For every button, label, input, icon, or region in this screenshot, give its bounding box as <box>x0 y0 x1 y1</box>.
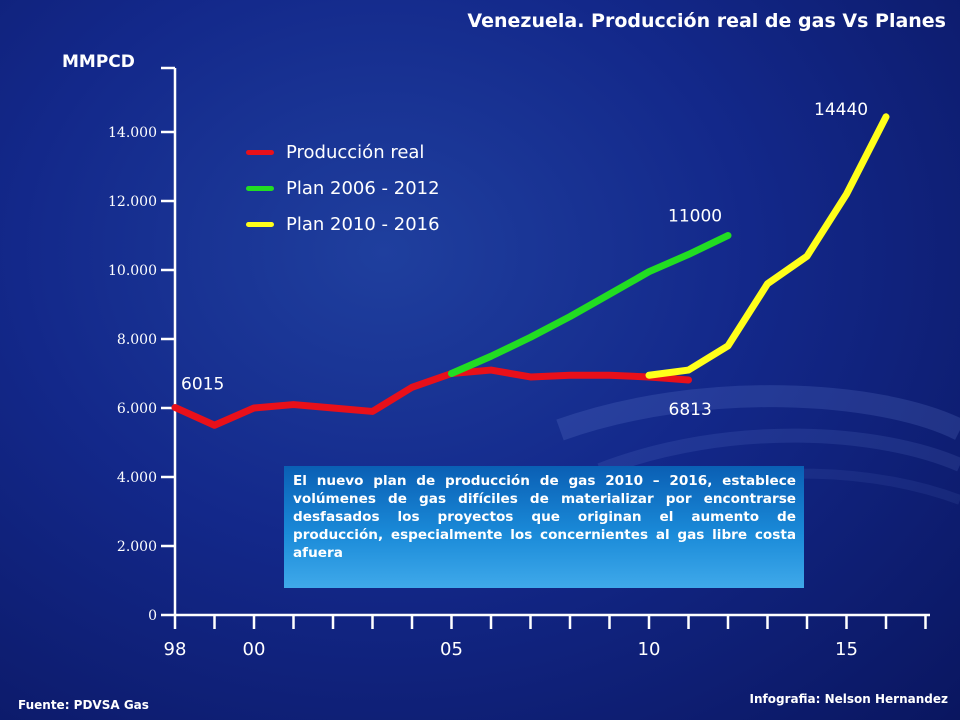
chart-series <box>171 113 890 429</box>
x-tick-label: 98 <box>164 639 187 660</box>
data-label: 6015 <box>181 374 224 394</box>
legend-label: Plan 2006 - 2012 <box>286 177 440 199</box>
legend-item: Plan 2006 - 2012 <box>246 170 440 206</box>
source-text: Fuente: PDVSA Gas <box>18 698 149 712</box>
data-label: 11000 <box>668 207 722 227</box>
y-tick-label: 14.000 <box>108 125 157 141</box>
legend-label: Plan 2010 - 2016 <box>286 213 440 235</box>
swoosh-arc <box>556 385 960 441</box>
legend-swatch <box>246 185 274 191</box>
y-tick-label: 10.000 <box>108 263 157 279</box>
data-label: 6813 <box>669 400 712 420</box>
swoosh-arc <box>597 428 960 477</box>
y-axis-label: MMPCD <box>62 52 135 72</box>
credit-text: Infografia: Nelson Hernandez <box>749 692 948 706</box>
chart-title: Venezuela. Producción real de gas Vs Pla… <box>467 10 946 32</box>
legend-swatch <box>246 149 274 155</box>
y-tick-label: 2.000 <box>117 539 157 555</box>
legend-swatch <box>246 221 274 227</box>
y-tick-label: 12.000 <box>108 194 157 210</box>
annotation-note: El nuevo plan de producción de gas 2010 … <box>284 466 804 588</box>
y-tick-label: 6.000 <box>117 401 157 417</box>
y-tick-label: 8.000 <box>117 332 157 348</box>
data-label: 14440 <box>814 100 868 120</box>
series-line <box>171 366 692 429</box>
x-tick-label: 15 <box>835 639 858 660</box>
legend-item: Producción real <box>246 134 440 170</box>
legend-item: Plan 2010 - 2016 <box>246 206 440 242</box>
legend: Producción real Plan 2006 - 2012 Plan 20… <box>246 134 440 242</box>
legend-label: Producción real <box>286 141 425 163</box>
y-tick-label: 4.000 <box>117 470 157 486</box>
series-line <box>645 113 890 379</box>
chart-data-labels: 6015 11000 6813 14440 <box>181 100 868 420</box>
x-tick-label: 05 <box>440 639 463 660</box>
series-line <box>448 232 732 377</box>
x-tick-label: 10 <box>638 639 661 660</box>
x-tick-label: 00 <box>243 639 266 660</box>
y-tick-label: 0 <box>148 608 157 624</box>
